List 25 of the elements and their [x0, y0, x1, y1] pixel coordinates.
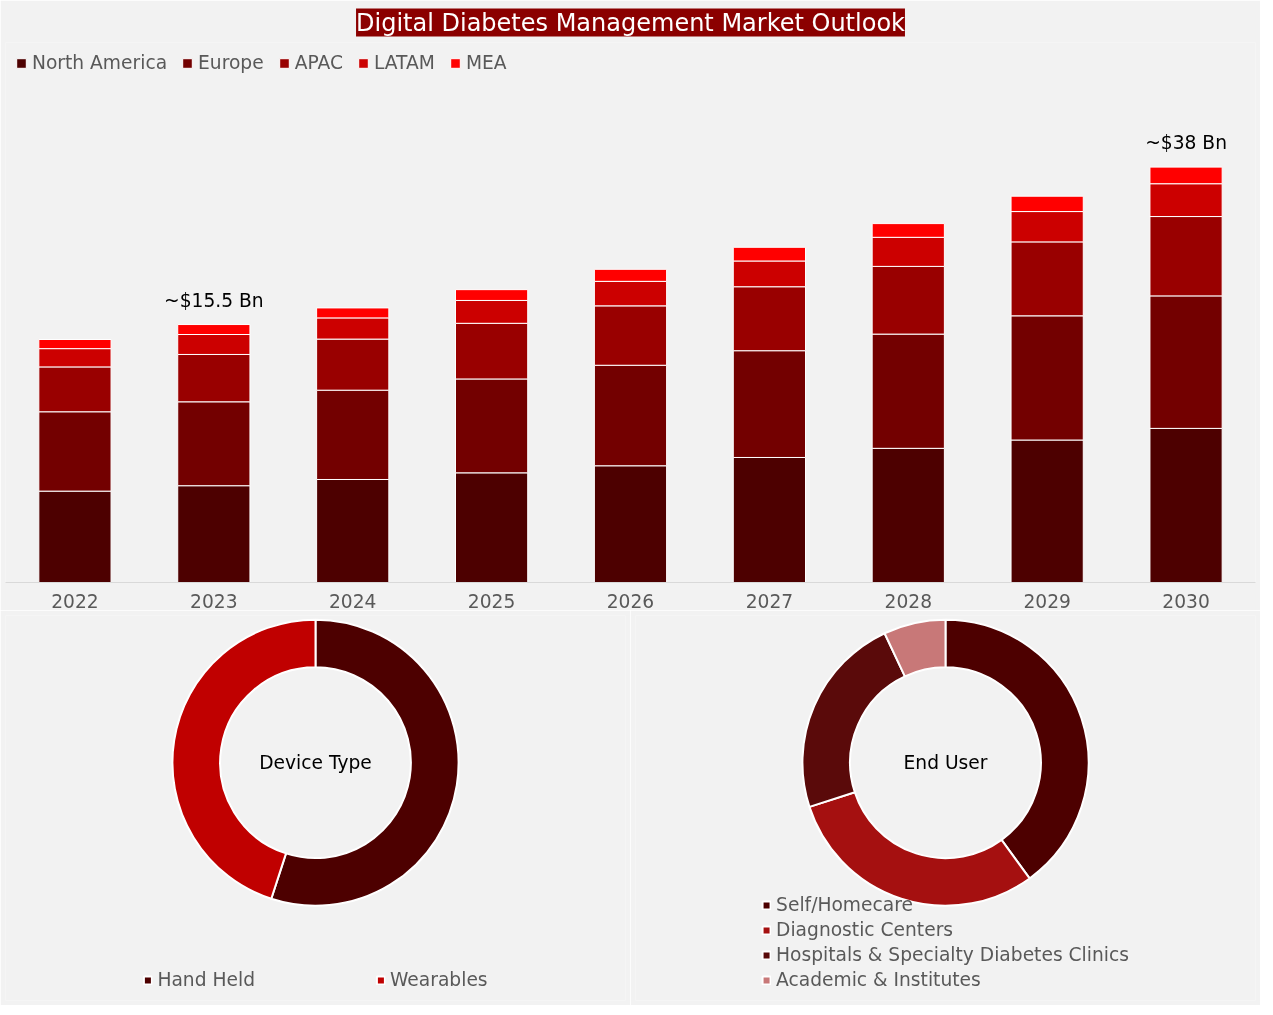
legend-label: Diagnostic Centers [776, 919, 954, 940]
annotation: ~$15.5 Bn [164, 289, 264, 311]
x-tick-label: 2022 [51, 590, 99, 612]
legend-label: Hospitals & Specialty Diabetes Clinics [776, 944, 1129, 965]
x-tick-label: 2026 [606, 590, 655, 612]
legend-label: Self/Homecare [776, 894, 913, 915]
text: Device Type [259, 752, 372, 774]
text: End User [903, 752, 988, 774]
legend-label: Academic & Institutes [776, 969, 981, 990]
annotation: ~$38 Bn [1145, 132, 1227, 154]
legend-label: LATAM [373, 52, 435, 73]
chart-title: Digital Diabetes Management Market Outlook [356, 8, 906, 37]
x-tick-label: 2029 [1023, 590, 1071, 612]
legend-label: Hand Held [157, 969, 255, 990]
x-tick-label: 2024 [328, 590, 377, 612]
legend-label: MEA [465, 52, 507, 73]
legend-label: North America [32, 52, 168, 73]
x-tick-label: 2028 [884, 590, 933, 612]
x-tick-label: 2027 [745, 590, 794, 612]
x-tick-label: 2025 [467, 590, 516, 612]
legend-label: Wearables [390, 969, 488, 990]
legend-label: Europe [198, 52, 264, 73]
legend-label: APAC [294, 52, 343, 73]
x-tick-label: 2030 [1162, 590, 1210, 612]
x-tick-label: 2023 [190, 590, 238, 612]
